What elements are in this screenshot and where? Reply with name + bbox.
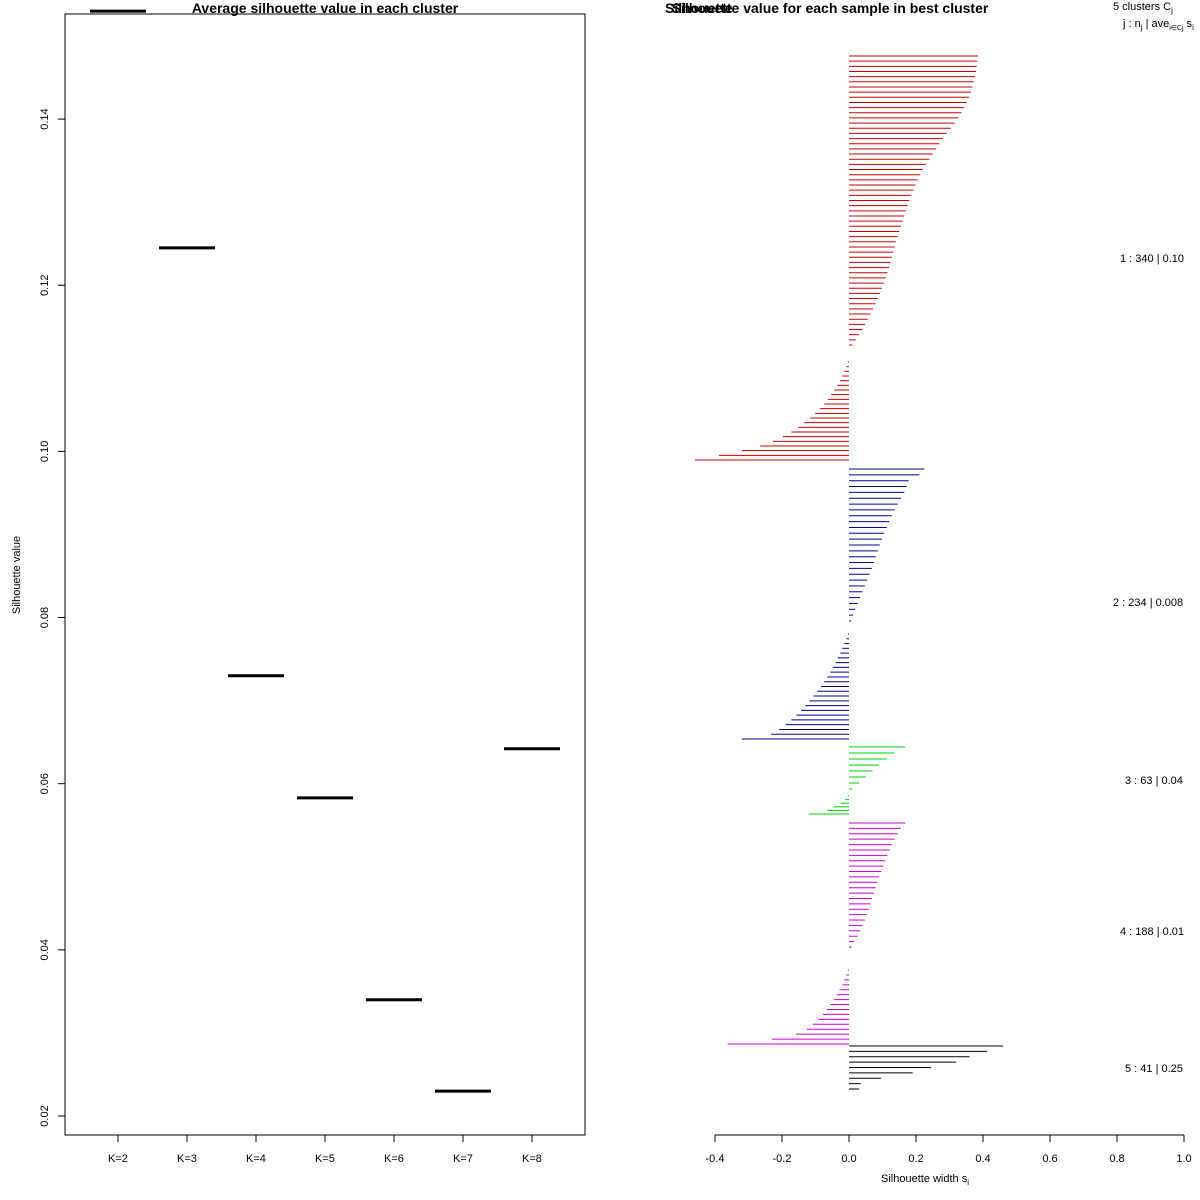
right-x-tick-label: 0.2 xyxy=(908,1153,923,1165)
left-y-axis-label: Silhouette value xyxy=(11,536,23,614)
right-x-tick-label: 0.0 xyxy=(841,1153,856,1165)
cluster-header-line2: j : nj | avei∈Cj si xyxy=(1122,18,1194,32)
cluster-label: 2 : 234 | 0.008 xyxy=(1113,597,1183,609)
silhouette-bars xyxy=(694,55,1004,1090)
left-x-tick-label: K=6 xyxy=(384,1153,404,1165)
left-data-marks xyxy=(90,9,560,1093)
right-title-overlap: Silhouette xyxy=(665,0,733,16)
left-panel: Average silhouette value in each cluster… xyxy=(11,0,586,1165)
left-x-tick-label: K=7 xyxy=(453,1153,473,1165)
left-plot-frame xyxy=(64,13,586,1136)
cluster-label: 1 : 340 | 0.10 xyxy=(1120,253,1184,265)
left-y-tick-label: 0.10 xyxy=(39,441,51,462)
right-panel: Silhouette Silhouette value for each sam… xyxy=(665,0,1194,1187)
left-x-tick-label: K=2 xyxy=(108,1153,128,1165)
right-x-tick-label: 0.8 xyxy=(1109,1153,1124,1165)
cluster-label: 3 : 63 | 0.04 xyxy=(1125,775,1183,787)
cluster-labels: 1 : 340 | 0.10 2 : 234 | 0.008 3 : 63 | 0.… xyxy=(1113,253,1184,1075)
right-x-tick-label: 0.4 xyxy=(975,1153,990,1165)
cluster-label: 5 : 41 | 0.25 xyxy=(1125,1063,1183,1075)
right-x-tick-label: 0.6 xyxy=(1042,1153,1057,1165)
right-x-axis: -0.4 -0.2 0.0 0.2 0.4 0.6 0.8 1.0 xyxy=(706,1134,1192,1165)
left-x-tick-label: K=3 xyxy=(177,1153,197,1165)
right-x-tick-label: -0.2 xyxy=(773,1153,792,1165)
right-title: Silhouette value for each sample in best… xyxy=(672,0,989,16)
left-x-axis: K=2 K=3 K=4 K=5 K=6 K=7 K=8 xyxy=(108,1134,542,1165)
left-x-tick-label: K=4 xyxy=(246,1153,266,1165)
left-y-tick-label: 0.08 xyxy=(39,607,51,628)
left-y-tick-label: 0.12 xyxy=(39,275,51,296)
right-x-tick-label: -0.4 xyxy=(706,1153,725,1165)
cluster-label: 4 : 188 | 0.01 xyxy=(1120,926,1184,938)
left-y-tick-label: 0.14 xyxy=(39,108,51,129)
cluster-header-line1: 5 clusters Cj xyxy=(1113,1,1173,15)
left-y-axis: 0.02 0.04 0.06 0.08 0.10 0.12 0.14 xyxy=(39,108,66,1127)
left-x-tick-label: K=5 xyxy=(315,1153,335,1165)
left-y-tick-label: 0.04 xyxy=(39,939,51,960)
right-x-axis-label: Silhouette width si xyxy=(881,1173,969,1187)
left-y-tick-label: 0.02 xyxy=(39,1105,51,1126)
left-y-tick-label: 0.06 xyxy=(39,773,51,794)
left-title: Average silhouette value in each cluster xyxy=(192,0,459,16)
left-x-tick-label: K=8 xyxy=(522,1153,542,1165)
right-x-tick-label: 1.0 xyxy=(1176,1153,1191,1165)
